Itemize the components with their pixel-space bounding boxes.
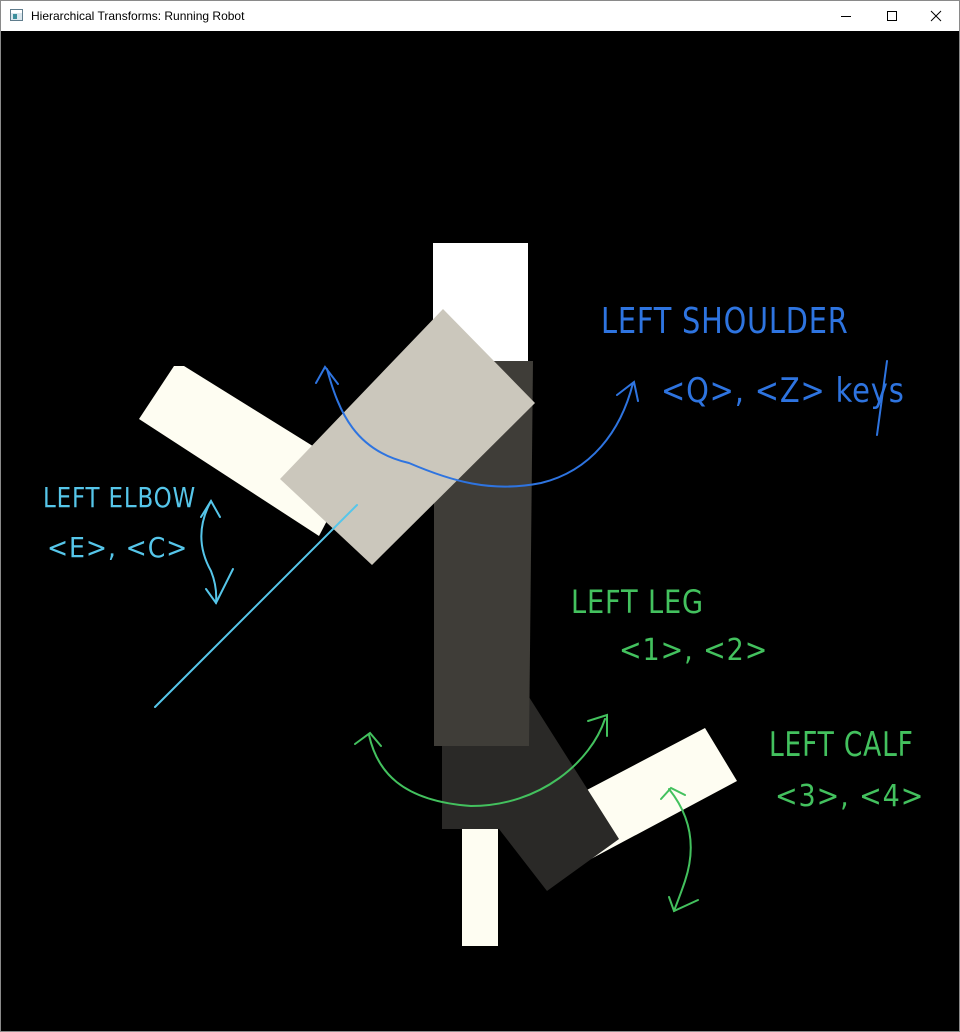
shoulder-rotation-arrow [315, 360, 888, 488]
close-icon [930, 10, 942, 22]
minimize-button[interactable] [823, 1, 869, 31]
left-shoulder-label: LEFT SHOULDER [601, 301, 849, 342]
left-leg-label: LEFT LEG [571, 583, 704, 621]
minimize-icon [841, 16, 851, 17]
window-title: Hierarchical Transforms: Running Robot [31, 9, 245, 23]
left-shoulder-keys: <Q>, <Z> keys [661, 371, 905, 411]
calf-rotation-arrow [660, 786, 699, 913]
render-canvas[interactable]: LEFT SHOULDER <Q>, <Z> keys LEFT ELBOW <… [1, 31, 959, 1031]
left-leg-keys: <1>, <2> [619, 633, 769, 668]
left-calf-keys: <3>, <4> [775, 779, 925, 814]
left-elbow-keys: <E>, <C> [47, 531, 189, 564]
left-calf-label: LEFT CALF [769, 725, 914, 765]
app-icon [10, 9, 23, 21]
close-button[interactable] [913, 1, 959, 31]
robot-right-calf [462, 824, 498, 946]
maximize-icon [887, 11, 897, 21]
elbow-rotation-arrow [154, 499, 358, 708]
leg-rotation-arrow [354, 713, 608, 808]
robot-scene [139, 243, 888, 946]
robot-left-upper-arm [280, 309, 535, 565]
maximize-button[interactable] [869, 1, 915, 31]
title-bar[interactable]: Hierarchical Transforms: Running Robot [1, 1, 959, 31]
left-elbow-label: LEFT ELBOW [43, 481, 197, 514]
